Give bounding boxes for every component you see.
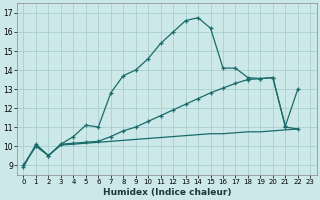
X-axis label: Humidex (Indice chaleur): Humidex (Indice chaleur) [103,188,231,197]
